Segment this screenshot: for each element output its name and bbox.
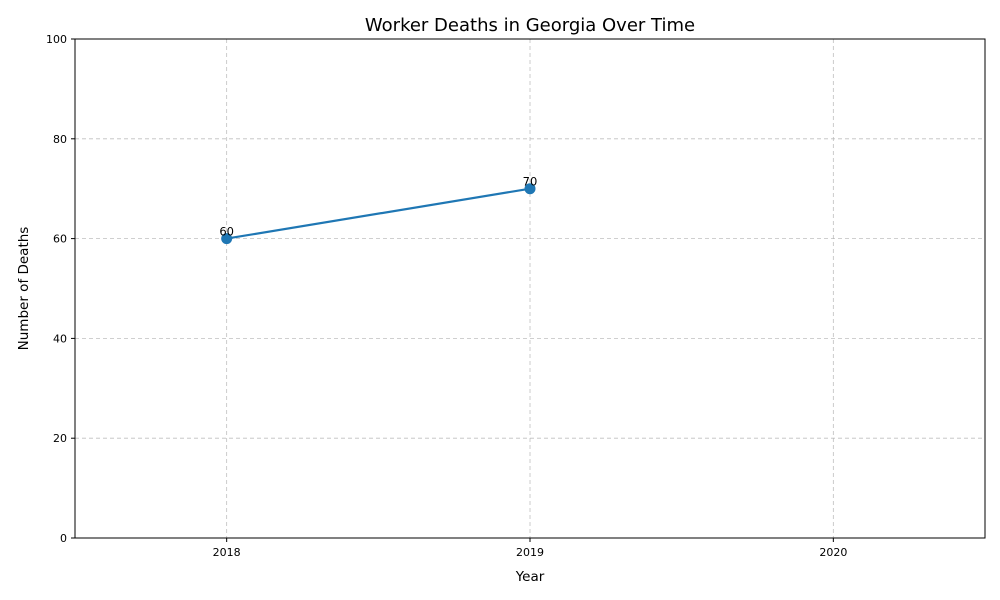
x-tick-label: 2019 xyxy=(516,546,544,559)
data-label: 70 xyxy=(523,175,538,189)
y-tick-label: 60 xyxy=(53,233,67,246)
series-layer: 60 70 xyxy=(219,175,538,245)
y-tick-label: 20 xyxy=(53,432,67,445)
plot-area-frame xyxy=(74,38,986,539)
x-tick-label: 2020 xyxy=(819,546,847,559)
y-tick-label: 40 xyxy=(53,332,67,345)
chart-title: Worker Deaths in Georgia Over Time xyxy=(365,15,695,36)
axis-ticks: 2018 2019 2020 0 20 40 60 80 100 xyxy=(46,33,847,559)
grid xyxy=(75,39,985,538)
x-tick-label: 2018 xyxy=(213,546,241,559)
data-label: 60 xyxy=(219,225,234,239)
y-axis-label: Number of Deaths xyxy=(16,227,32,351)
data-point xyxy=(221,233,233,245)
y-tick-label: 100 xyxy=(46,33,67,46)
y-tick-label: 0 xyxy=(60,532,67,545)
data-point xyxy=(524,183,536,195)
y-tick-label: 80 xyxy=(53,133,67,146)
series-line xyxy=(226,187,531,240)
x-axis-label: Year xyxy=(515,569,545,585)
